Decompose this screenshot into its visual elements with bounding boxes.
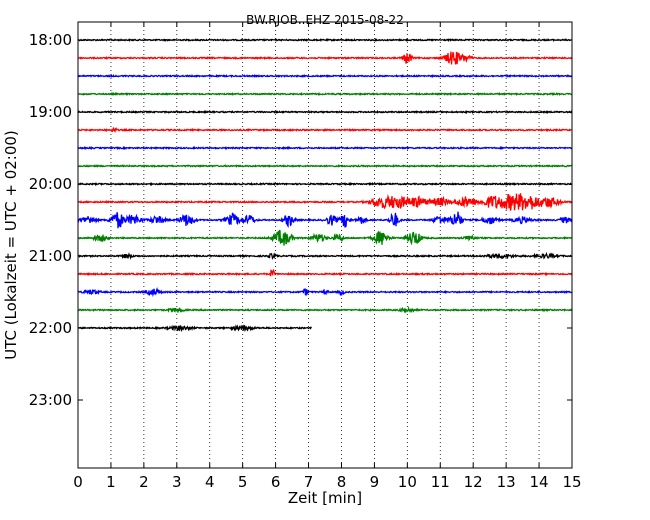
y-tick-label: 20:00 (29, 175, 72, 193)
trace-1930 (77, 145, 573, 151)
trace-1900 (77, 109, 573, 115)
x-tick-label: 13 (497, 473, 516, 491)
trace-2115 (77, 268, 573, 277)
trace-1845 (77, 91, 573, 97)
x-tick-label: 6 (271, 473, 281, 491)
x-gridlines (110, 22, 540, 468)
trace-2015 (77, 193, 573, 211)
trace-1915 (77, 126, 573, 133)
y-tick-label: 19:00 (29, 103, 72, 121)
y-tick-label: 18:00 (29, 31, 72, 49)
trace-2130 (77, 287, 573, 298)
trace-1945 (77, 163, 573, 168)
trace-2145 (77, 305, 573, 314)
trace-2030 (77, 211, 573, 229)
trace-1815 (77, 51, 573, 65)
x-tick-label: 4 (205, 473, 215, 491)
trace-2000 (77, 181, 573, 187)
y-axis-label: UTC (Lokalzeit = UTC + 02:00) (2, 130, 20, 360)
trace-1800 (77, 37, 573, 43)
y-tick-label: 21:00 (29, 247, 72, 265)
x-tick-label: 8 (337, 473, 347, 491)
x-tick-label: 5 (238, 473, 248, 491)
y-tick-label: 23:00 (29, 391, 72, 409)
x-tick-label: 0 (73, 473, 83, 491)
x-tick-label: 7 (304, 473, 314, 491)
chart-title: BW.RJOB..EHZ 2015-08-22 (246, 13, 404, 27)
x-tick-label: 3 (172, 473, 182, 491)
x-tick-label: 12 (464, 473, 483, 491)
x-tick-label: 1 (106, 473, 116, 491)
trace-2100 (77, 251, 573, 260)
x-tick-label: 11 (431, 473, 450, 491)
seismogram-traces (77, 37, 573, 333)
plot-frame (77, 21, 573, 469)
trace-1830 (77, 73, 573, 79)
x-axis-label: Zeit [min] (288, 489, 362, 507)
trace-2200 (77, 324, 313, 333)
x-tick-label: 9 (370, 473, 380, 491)
y-axis-ticks: 18:00 19:00 20:00 21:00 22:00 23:00 (29, 31, 572, 409)
x-axis-ticks: 0 1 2 3 4 5 6 7 8 9 10 11 12 13 14 15 (73, 22, 582, 491)
x-tick-label: 15 (562, 473, 581, 491)
trace-2045 (77, 229, 573, 246)
x-tick-label: 10 (398, 473, 417, 491)
y-tick-label: 22:00 (29, 319, 72, 337)
x-tick-label: 2 (139, 473, 149, 491)
x-tick-label: 14 (530, 473, 549, 491)
